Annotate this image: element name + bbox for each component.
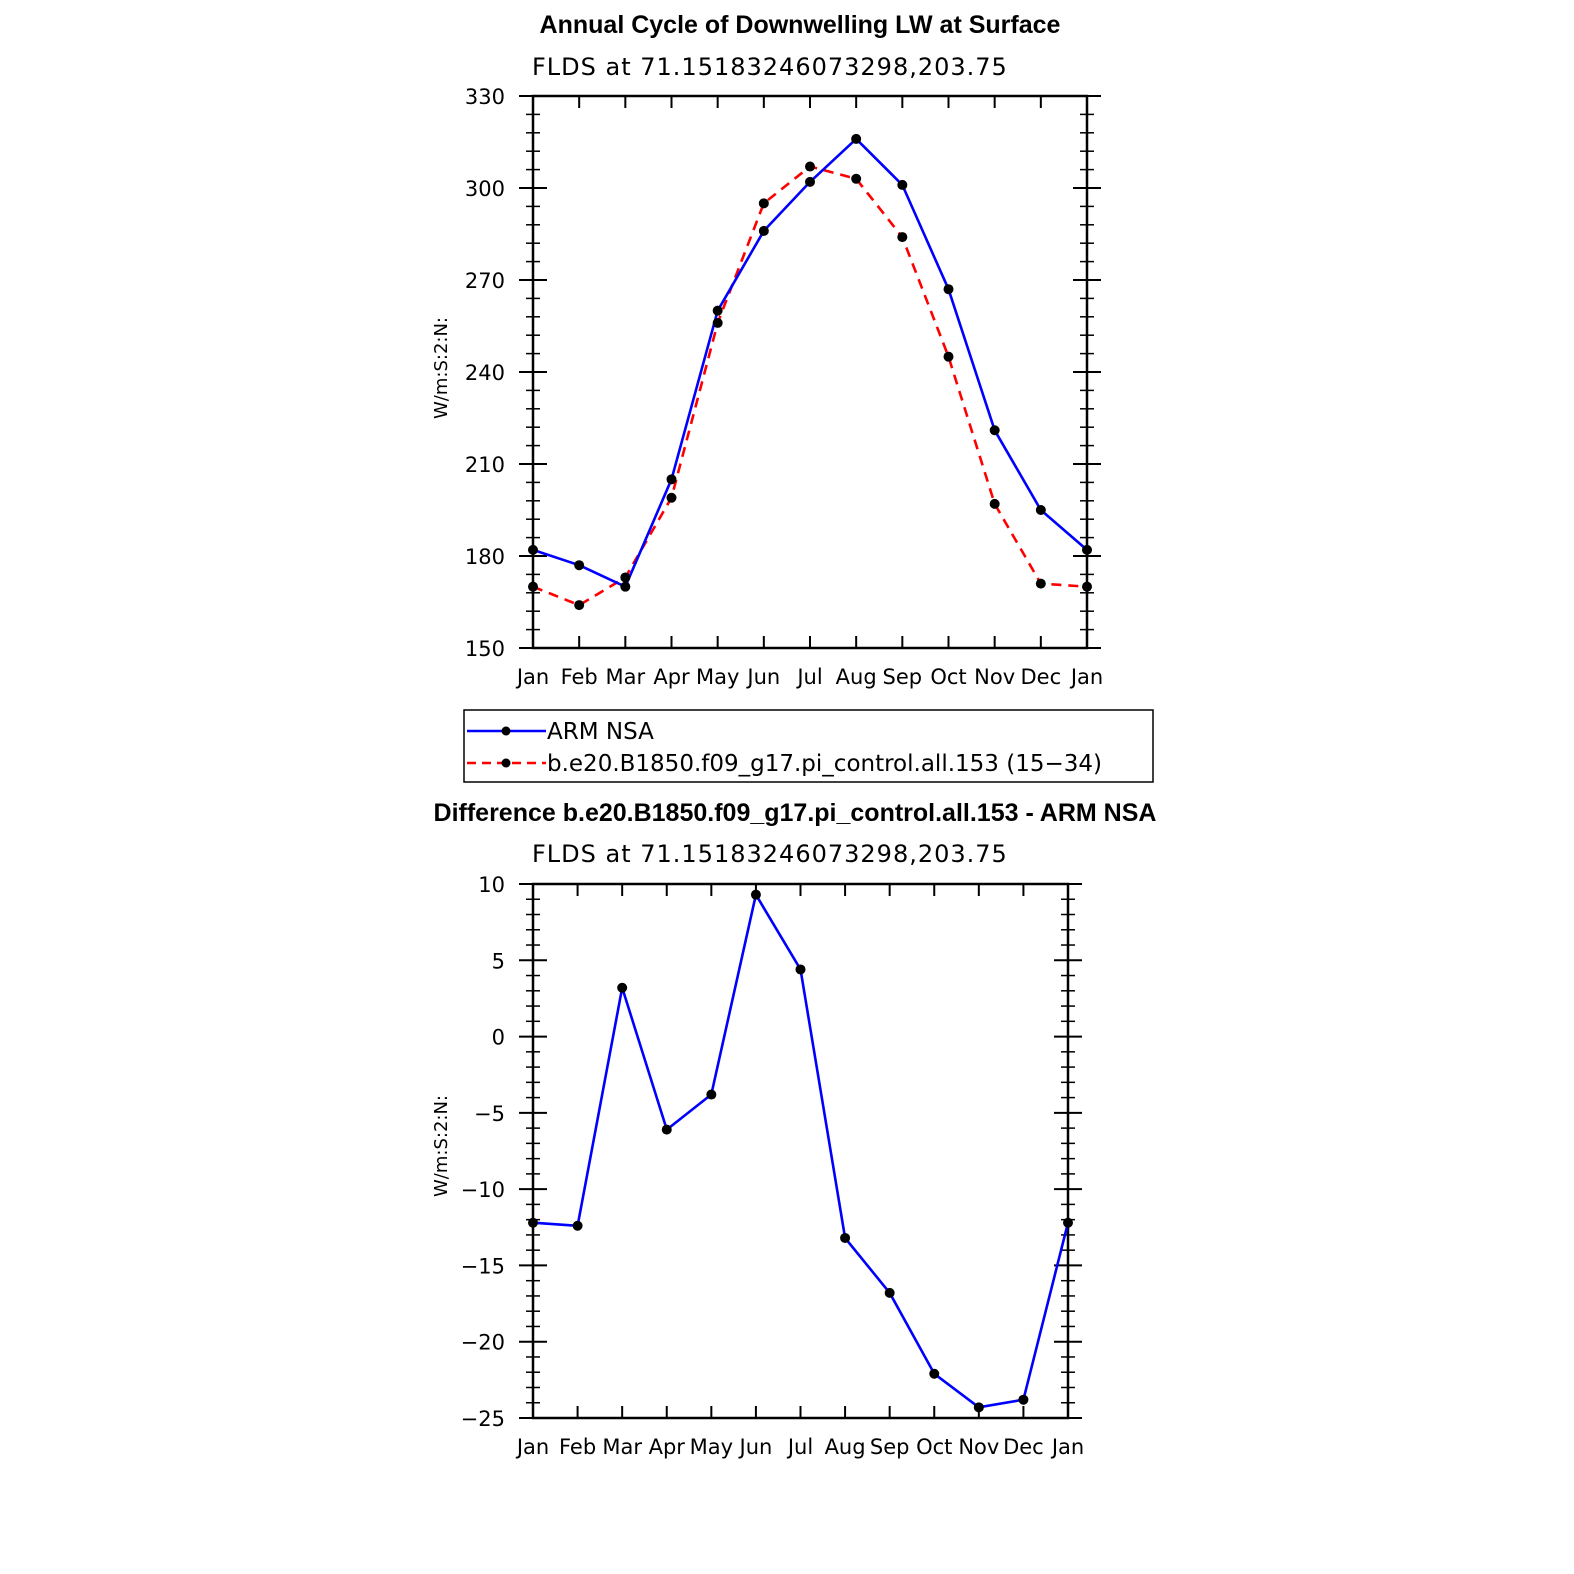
chart1-y-tick-label: 270 bbox=[465, 269, 505, 293]
chart2-series-0-point bbox=[1018, 1394, 1029, 1405]
chart2-y-tick-label: −25 bbox=[461, 1407, 505, 1431]
chart1-x-tick-label: Mar bbox=[606, 665, 646, 689]
chart1-series-1-point bbox=[666, 492, 677, 503]
chart1-series-0-point bbox=[1082, 544, 1092, 555]
difference-chart: Difference b.e20.B1850.f09_g17.pi_contro… bbox=[431, 799, 1156, 1459]
chart2-series-0-point bbox=[929, 1368, 940, 1379]
chart1-series-0-point bbox=[528, 544, 538, 555]
chart1-x-tick-label: Oct bbox=[930, 665, 966, 689]
chart2-series-0-point bbox=[706, 1089, 717, 1100]
chart1-y-tick-label: 150 bbox=[465, 637, 505, 661]
chart2-x-tick-label: Oct bbox=[916, 1435, 952, 1459]
chart1-series-1-point bbox=[528, 581, 538, 592]
chart2-y-tick-label: 0 bbox=[492, 1026, 505, 1050]
chart1-series-1-point bbox=[851, 173, 862, 184]
chart1-series-0-point bbox=[851, 133, 862, 144]
chart2-x-tick-label: Sep bbox=[870, 1435, 910, 1459]
chart2-x-tick-label: Jan bbox=[1050, 1435, 1084, 1459]
chart1-legend: ARM NSA b.e20.B1850.f09_g17.pi_control.a… bbox=[463, 709, 1154, 783]
chart1-series-0-point bbox=[666, 474, 677, 485]
chart2-y-tick-label: −15 bbox=[461, 1254, 505, 1278]
chart1-x-tick-label: May bbox=[696, 665, 739, 689]
chart2-x-tick-label: Jun bbox=[738, 1435, 773, 1459]
chart1-series-1-point bbox=[897, 232, 908, 243]
chart2-x-tick-label: Mar bbox=[602, 1435, 642, 1459]
chart1-series-1-point bbox=[758, 198, 769, 209]
chart1-series-0-point bbox=[805, 176, 815, 187]
legend-frame bbox=[463, 709, 1154, 783]
legend-model-marker bbox=[501, 758, 511, 768]
chart2-y-tick-label: −5 bbox=[474, 1102, 505, 1126]
chart1-series-0-point bbox=[758, 225, 769, 236]
legend-model-label: b.e20.B1850.f09_g17.pi_control.all.153 (… bbox=[547, 751, 1102, 777]
chart2-x-tick-label: Apr bbox=[649, 1435, 686, 1459]
chart1-y-tick-label: 240 bbox=[465, 361, 505, 385]
chart1-series-0-point bbox=[620, 581, 631, 592]
chart2-x-tick-label: Jan bbox=[515, 1435, 549, 1459]
chart1-x-tick-label: Aug bbox=[836, 665, 877, 689]
chart2-series-0-point bbox=[661, 1124, 672, 1135]
chart1-series-0-point bbox=[712, 305, 723, 316]
chart1-series-1-point bbox=[805, 161, 815, 172]
chart1-x-tick-label: Feb bbox=[561, 665, 598, 689]
chart2-series-0-point bbox=[1063, 1217, 1073, 1228]
chart1-x-tick-label: Jun bbox=[745, 665, 780, 689]
chart2-y-tick-label: −20 bbox=[461, 1331, 505, 1355]
chart2-series-0-point bbox=[884, 1287, 895, 1298]
chart1-series-0-point bbox=[1035, 505, 1046, 515]
chart1-series-line-1 bbox=[532, 165, 1088, 607]
chart1-x-tick-label: Jan bbox=[515, 665, 549, 689]
chart1-y-axis-label: W/m:S:2:N: bbox=[431, 317, 452, 419]
chart2-subtitle: FLDS at 71.15183246073298,203.75 bbox=[532, 840, 1008, 868]
chart2-series-0-point bbox=[528, 1217, 538, 1228]
chart1-series-1-point bbox=[620, 572, 631, 583]
chart1-series-1-point bbox=[1035, 578, 1046, 589]
chart1-series-0-point bbox=[574, 560, 585, 571]
chart2-series-0-point bbox=[795, 964, 806, 975]
chart2-series-0-point bbox=[617, 982, 628, 993]
chart1-x-tick-label: Jan bbox=[1069, 665, 1103, 689]
chart1-series-1-point bbox=[712, 317, 723, 328]
chart1-series-0-point bbox=[989, 425, 1000, 436]
chart2-x-tick-label: Jul bbox=[786, 1435, 813, 1459]
chart1-series-1-point bbox=[943, 351, 954, 362]
chart2-y-tick-label: −10 bbox=[461, 1178, 505, 1202]
chart1-y-tick-label: 180 bbox=[465, 545, 505, 569]
chart2-plot-frame bbox=[531, 882, 1070, 1420]
chart1-x-tick-label: Jul bbox=[795, 665, 822, 689]
chart2-y-tick-label: 5 bbox=[492, 949, 505, 973]
legend-obs-marker bbox=[501, 726, 511, 736]
chart1-x-tick-label: Nov bbox=[974, 665, 1015, 689]
chart2-x-tick-label: Dec bbox=[1003, 1435, 1044, 1459]
annual-cycle-chart: Annual Cycle of Downwelling LW at Surfac… bbox=[431, 11, 1103, 689]
chart1-series-1-point bbox=[989, 498, 1000, 509]
chart1-y-tick-label: 210 bbox=[465, 453, 505, 477]
chart2-series-0-point bbox=[572, 1220, 583, 1231]
chart1-series-1-point bbox=[574, 600, 585, 611]
chart2-x-tick-label: Feb bbox=[559, 1435, 596, 1459]
chart1-x-tick-label: Apr bbox=[653, 665, 690, 689]
chart2-series-0-point bbox=[840, 1232, 851, 1243]
chart1-y-tick-label: 300 bbox=[465, 177, 505, 201]
chart2-series-0-point bbox=[973, 1402, 984, 1413]
chart2-x-tick-label: Aug bbox=[825, 1435, 866, 1459]
chart2-y-tick-label: 10 bbox=[478, 873, 505, 897]
chart2-title: Difference b.e20.B1850.f09_g17.pi_contro… bbox=[434, 799, 1157, 827]
chart2-x-tick-label: May bbox=[690, 1435, 733, 1459]
chart1-title: Annual Cycle of Downwelling LW at Surfac… bbox=[540, 11, 1061, 39]
chart1-subtitle: FLDS at 71.15183246073298,203.75 bbox=[532, 53, 1008, 81]
legend-obs-label: ARM NSA bbox=[547, 719, 654, 745]
chart1-series-0-point bbox=[897, 179, 908, 190]
chart1-series-0-point bbox=[943, 284, 954, 295]
chart1-x-tick-label: Sep bbox=[883, 665, 923, 689]
chart2-series-0-point bbox=[750, 889, 761, 900]
chart1-x-tick-label: Dec bbox=[1021, 665, 1062, 689]
chart2-y-axis-label: W/m:S:2:N: bbox=[431, 1095, 452, 1197]
chart1-y-tick-label: 330 bbox=[465, 85, 505, 109]
chart2-x-tick-label: Nov bbox=[958, 1435, 999, 1459]
chart1-series-1-point bbox=[1082, 581, 1092, 592]
